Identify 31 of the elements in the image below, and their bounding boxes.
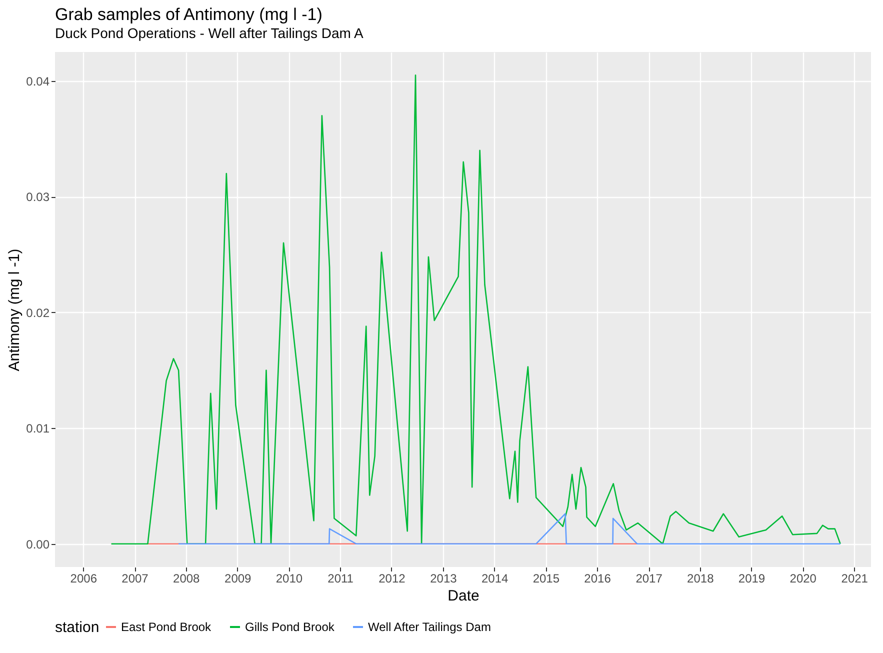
y-tick-label: 0.02	[26, 306, 50, 320]
x-tick-label: 2008	[173, 572, 200, 586]
x-tick-label: 2009	[224, 572, 252, 586]
y-tick-label: 0.04	[26, 74, 50, 88]
legend-label: Gills Pond Brook	[245, 620, 336, 634]
x-tick-label: 2007	[122, 572, 149, 586]
legend-title: station	[55, 619, 100, 636]
legend-label: East Pond Brook	[121, 620, 212, 634]
x-tick-label: 2019	[738, 572, 766, 586]
x-tick-label: 2017	[636, 572, 663, 586]
x-tick-label: 2018	[687, 572, 714, 586]
x-tick-label: 2012	[378, 572, 406, 586]
x-tick-label: 2015	[532, 572, 560, 586]
legend-label: Well After Tailings Dam	[368, 620, 491, 634]
x-tick-label: 2006	[70, 572, 98, 586]
x-tick-label: 2016	[584, 572, 612, 586]
y-tick-label: 0.01	[26, 422, 50, 436]
x-tick-label: 2011	[328, 572, 354, 586]
chart-title: Grab samples of Antimony (mg l -1)	[55, 5, 322, 24]
y-axis-title: Antimony (mg l -1)	[6, 248, 24, 372]
x-tick-label: 2010	[276, 572, 303, 586]
x-tick-label: 2020	[790, 572, 817, 586]
x-tick-label: 2021	[841, 572, 868, 586]
y-tick-label: 0.03	[26, 190, 50, 204]
chart-subtitle: Duck Pond Operations - Well after Tailings Dam A	[55, 25, 364, 41]
x-axis-title: Date	[448, 588, 480, 604]
line-series	[110, 74, 841, 545]
y-tick-label: 0.00	[26, 537, 50, 552]
x-tick-label: 2013	[430, 572, 458, 586]
line-series	[178, 513, 841, 545]
x-tick-label: 2014	[481, 572, 508, 586]
